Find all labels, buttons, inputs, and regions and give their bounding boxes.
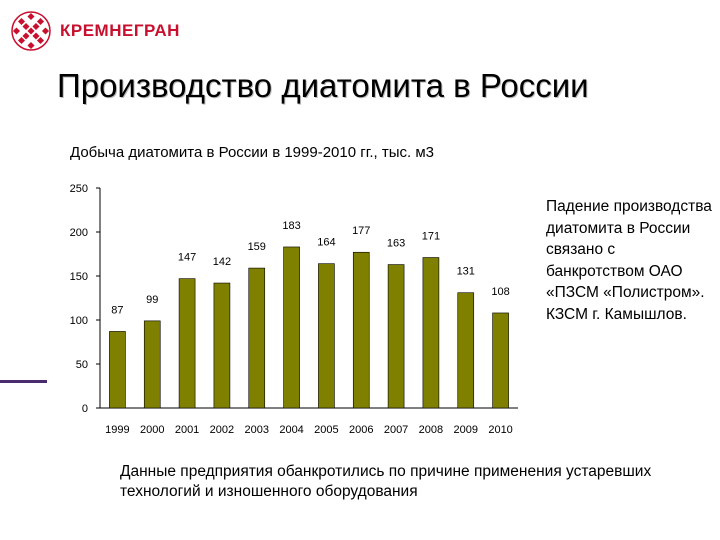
bottom-note: Данные предприятия обанкротились по прич… bbox=[120, 463, 652, 500]
x-tick-label: 2000 bbox=[140, 424, 164, 436]
bar bbox=[422, 257, 440, 409]
x-tick-label: 2006 bbox=[349, 424, 373, 436]
x-tick-label: 2007 bbox=[384, 424, 408, 436]
x-tick-label: 2009 bbox=[454, 424, 478, 436]
data-label: 131 bbox=[457, 266, 475, 278]
x-tick-label: 2004 bbox=[279, 424, 303, 436]
data-label: 159 bbox=[248, 241, 266, 253]
x-tick-label: 2005 bbox=[314, 424, 338, 436]
data-label: 183 bbox=[282, 220, 300, 232]
data-label: 171 bbox=[422, 231, 440, 243]
y-tick-label: 100 bbox=[70, 315, 88, 327]
x-tick-label: 1999 bbox=[105, 424, 129, 436]
data-label: 99 bbox=[146, 294, 158, 306]
x-tick-label: 2001 bbox=[175, 424, 199, 436]
side-note: Падение производства диатомита в России … bbox=[546, 198, 712, 323]
x-tick-label: 2010 bbox=[488, 424, 512, 436]
x-tick-label: 2002 bbox=[210, 424, 234, 436]
y-tick-label: 50 bbox=[76, 359, 88, 371]
bar bbox=[283, 246, 300, 409]
data-label: 164 bbox=[317, 237, 335, 249]
bar bbox=[352, 251, 370, 409]
sphere-grid-icon bbox=[11, 11, 51, 51]
bar bbox=[318, 263, 335, 409]
data-label: 108 bbox=[491, 286, 509, 298]
x-tick-label: 2008 bbox=[419, 424, 443, 436]
data-label: 177 bbox=[352, 225, 370, 237]
chart-title: Добыча диатомита в России в 1999-2010 гг… bbox=[70, 144, 434, 161]
data-label: 147 bbox=[178, 252, 196, 264]
data-label: 87 bbox=[111, 304, 123, 316]
data-label: 142 bbox=[213, 256, 231, 268]
y-tick-label: 0 bbox=[82, 403, 88, 415]
bar bbox=[178, 278, 196, 409]
bar bbox=[213, 282, 231, 409]
bar bbox=[143, 320, 161, 409]
accent-line bbox=[0, 380, 47, 383]
y-tick-label: 250 bbox=[70, 183, 88, 195]
y-tick-label: 150 bbox=[70, 271, 88, 283]
bar bbox=[109, 331, 126, 409]
y-tick-label: 200 bbox=[70, 227, 88, 239]
logo-text: КРЕМНЕГРАН bbox=[60, 21, 180, 40]
bar bbox=[492, 312, 509, 409]
page-title: Производство диатомита в России bbox=[57, 67, 589, 104]
company-logo: КРЕМНЕГРАН bbox=[10, 10, 180, 52]
x-tick-label: 2003 bbox=[245, 424, 269, 436]
data-label: 163 bbox=[387, 238, 405, 250]
bar bbox=[248, 267, 266, 409]
bar bbox=[457, 292, 475, 409]
bar bbox=[387, 264, 405, 409]
